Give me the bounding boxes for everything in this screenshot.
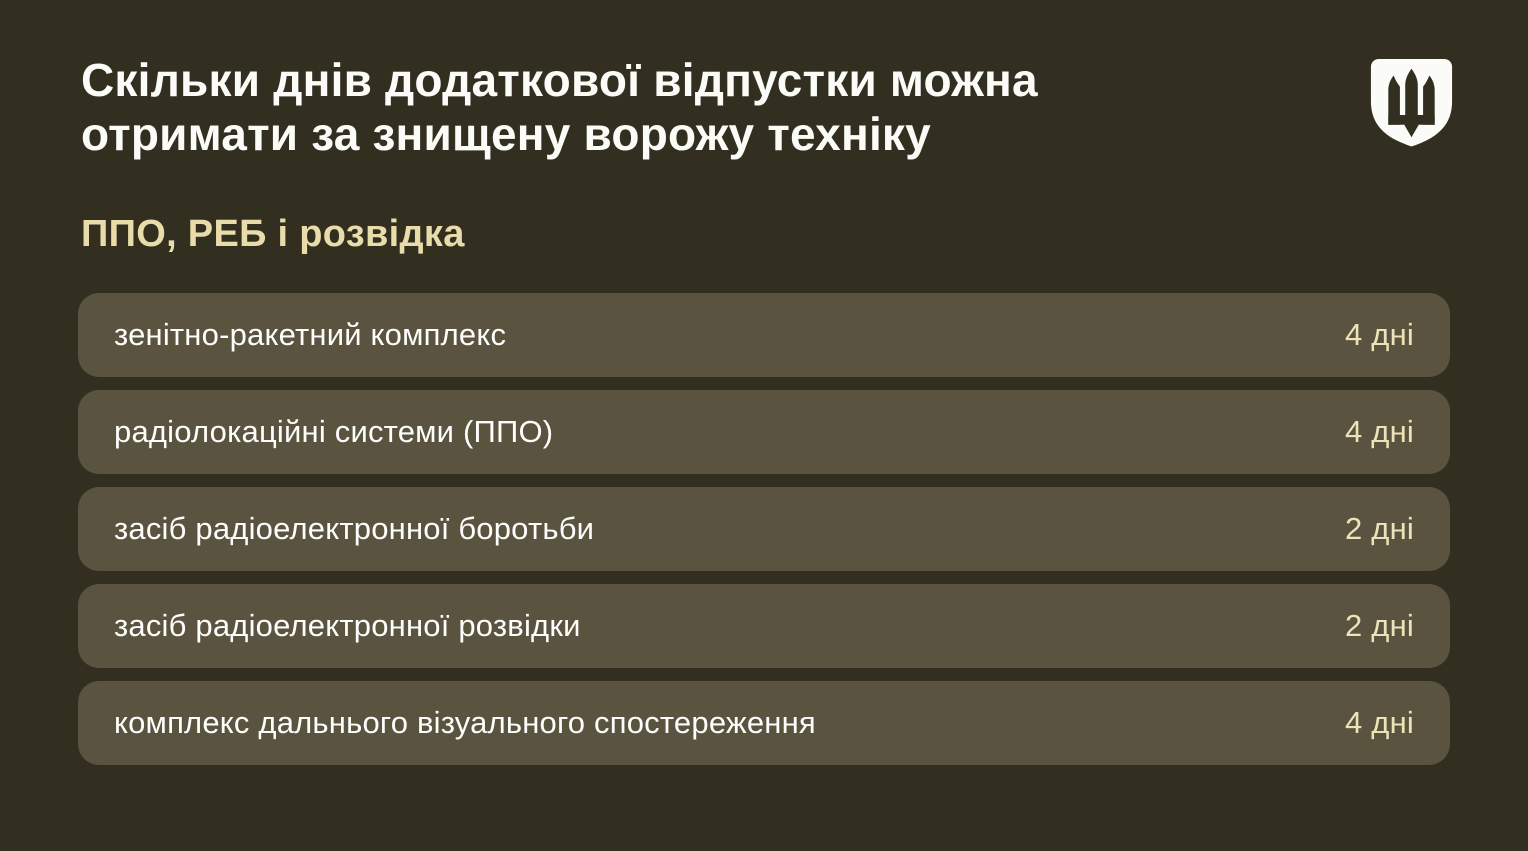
rows-list: зенітно-ракетний комплекс 4 дні радіолок…	[78, 293, 1450, 765]
page-title: Скільки днів додаткової відпустки можна …	[81, 54, 1038, 162]
table-row: засіб радіоелектронної розвідки 2 дні	[78, 584, 1450, 668]
row-label: комплекс дальнього візуального спостереж…	[114, 705, 816, 740]
row-value: 4 дні	[1345, 317, 1414, 352]
table-row: зенітно-ракетний комплекс 4 дні	[78, 293, 1450, 377]
ukraine-trident-shield-icon	[1370, 59, 1453, 147]
table-row: комплекс дальнього візуального спостереж…	[78, 681, 1450, 765]
row-value: 2 дні	[1345, 511, 1414, 546]
row-label: радіолокаційні системи (ППО)	[114, 414, 554, 449]
row-label: засіб радіоелектронної боротьби	[114, 511, 595, 546]
table-row: радіолокаційні системи (ППО) 4 дні	[78, 390, 1450, 474]
page-title-line-1: Скільки днів додаткової відпустки можна	[81, 54, 1038, 106]
row-label: зенітно-ракетний комплекс	[114, 317, 507, 352]
page-title-line-2: отримати за знищену ворожу техніку	[81, 107, 931, 160]
row-label: засіб радіоелектронної розвідки	[114, 608, 581, 643]
section-subtitle: ППО, РЕБ і розвідка	[81, 213, 465, 255]
row-value: 4 дні	[1345, 705, 1414, 740]
row-value: 4 дні	[1345, 414, 1414, 449]
table-row: засіб радіоелектронної боротьби 2 дні	[78, 487, 1450, 571]
row-value: 2 дні	[1345, 608, 1414, 643]
